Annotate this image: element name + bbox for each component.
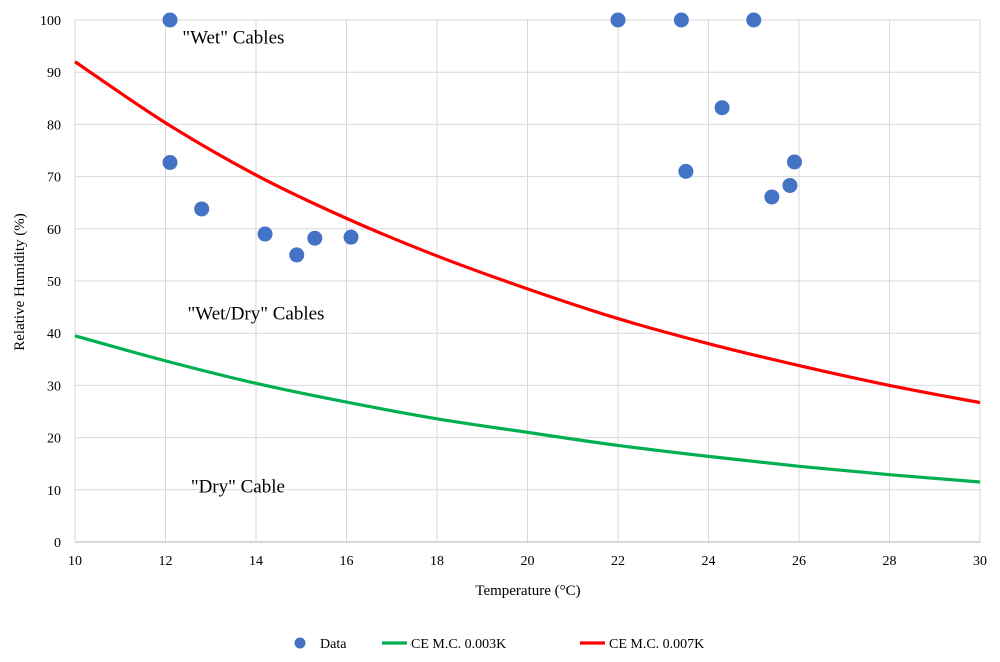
x-tick-label: 10 xyxy=(68,554,82,569)
data-point-11 xyxy=(746,12,762,28)
data-point-12 xyxy=(764,189,780,205)
data-point-5 xyxy=(307,230,323,246)
series-line-1 xyxy=(74,334,981,484)
x-tick-label: 28 xyxy=(883,554,897,569)
y-axis: 0 10 20 30 40 50 60 70 80 90 100 xyxy=(40,14,61,551)
data-point-6 xyxy=(343,229,359,245)
legend-marker-0 xyxy=(294,637,306,649)
x-tick-label: 20 xyxy=(521,554,535,569)
legend-label-0: Data xyxy=(320,637,347,652)
data-point-2 xyxy=(194,201,210,217)
x-axis-title: Temperature (°C) xyxy=(475,583,580,599)
x-tick-label: 16 xyxy=(340,554,354,569)
chart-grid xyxy=(74,19,981,543)
x-tick-label: 24 xyxy=(702,554,716,569)
annotations: "Wet" Cables "Wet/Dry" Cables "Dry" Cable xyxy=(182,27,324,497)
region-label-1: "Wet/Dry" Cables xyxy=(188,304,325,325)
legend: Data CE M.C. 0.003K CE M.C. 0.007K xyxy=(294,637,704,652)
y-axis-title: Relative Humidity (%) xyxy=(12,213,28,350)
y-tick-label: 100 xyxy=(40,14,61,29)
y-tick-label: 90 xyxy=(47,66,61,81)
region-label-0: "Wet" Cables xyxy=(182,27,284,48)
data-point-4 xyxy=(289,247,305,263)
region-label-2: "Dry" Cable xyxy=(191,476,285,497)
x-tick-label: 30 xyxy=(973,554,987,569)
data-point-13 xyxy=(782,177,798,193)
data-point-8 xyxy=(673,12,689,28)
x-tick-label: 18 xyxy=(430,554,444,569)
y-tick-label: 70 xyxy=(47,171,61,186)
y-tick-label: 60 xyxy=(47,223,61,238)
y-tick-label: 0 xyxy=(54,536,61,551)
data-point-7 xyxy=(610,12,626,28)
y-tick-label: 20 xyxy=(47,432,61,447)
y-tick-label: 30 xyxy=(47,379,61,394)
y-tick-label: 40 xyxy=(47,327,61,342)
x-axis: 10 12 14 16 18 20 22 24 26 28 30 xyxy=(68,554,987,569)
data-point-0 xyxy=(162,12,178,28)
data-point-10 xyxy=(714,100,730,116)
x-tick-label: 12 xyxy=(159,554,173,569)
data-point-3 xyxy=(257,226,273,242)
legend-label-2: CE M.C. 0.007K xyxy=(609,637,704,652)
series-line-2 xyxy=(74,60,981,405)
legend-label-1: CE M.C. 0.003K xyxy=(411,637,506,652)
data-points xyxy=(162,12,802,263)
x-tick-label: 14 xyxy=(249,554,263,569)
y-tick-label: 80 xyxy=(47,118,61,133)
y-tick-label: 50 xyxy=(47,275,61,290)
data-point-1 xyxy=(162,155,178,171)
data-point-14 xyxy=(786,154,802,170)
x-tick-label: 26 xyxy=(792,554,806,569)
series-lines xyxy=(74,60,981,484)
x-tick-label: 22 xyxy=(611,554,625,569)
y-tick-label: 10 xyxy=(47,484,61,499)
data-point-9 xyxy=(678,163,694,179)
